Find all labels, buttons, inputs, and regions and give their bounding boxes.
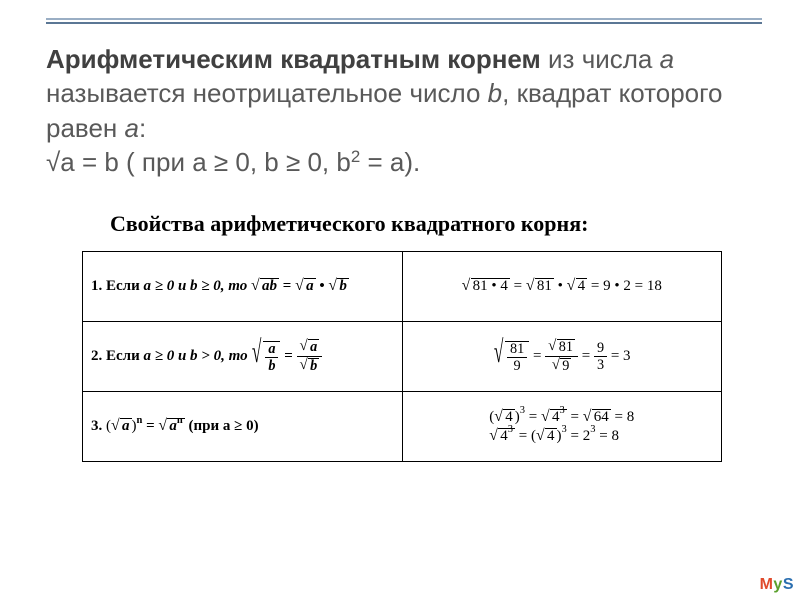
table-row: 3. (a)n = an (при a ≥ 0) (4)3 = 43 = 64 …	[83, 392, 722, 462]
rule-cell-2: 2. Если a ≥ 0 и b > 0, то ab = a b	[83, 322, 403, 392]
r3-post: (при a ≥ 0)	[189, 418, 259, 434]
e3a-mp: 3	[560, 405, 565, 416]
r3-rhs: a	[169, 418, 177, 434]
r3-eq: =	[146, 418, 158, 434]
e2-d: 9	[507, 357, 527, 373]
heading-sup: 2	[351, 147, 360, 166]
e3a-r: = 8	[611, 409, 634, 425]
e2-vn: 9	[594, 341, 607, 356]
e3b-in: 4	[500, 428, 508, 444]
e3a-v: 64	[592, 409, 611, 426]
r2-na: a	[268, 341, 275, 357]
e3b-b: 4	[545, 428, 557, 445]
heading-t1: из числа	[541, 44, 660, 74]
e2-vd: 3	[594, 356, 607, 372]
e2-n: 81	[507, 342, 527, 357]
r1-r1: a	[306, 278, 314, 294]
e1-full: 81 • 4	[471, 278, 510, 295]
e3a-b: 4	[503, 409, 515, 426]
table-row: 2. Если a ≥ 0 и b > 0, то ab = a b 819 =…	[83, 322, 722, 392]
r1-r2: b	[339, 278, 347, 294]
heading-a1: a	[660, 44, 674, 74]
r1-mid: =	[283, 278, 295, 294]
r2-db: b	[310, 358, 317, 374]
header-rule	[46, 18, 762, 24]
heading-line2-pre: √a = b ( при a ≥ 0, b ≥ 0, b	[46, 147, 351, 177]
rule-cell-3: 3. (a)n = an (при a ≥ 0)	[83, 392, 403, 462]
e2-rn: 81	[557, 339, 575, 355]
r2-nb: a	[310, 339, 317, 355]
r3-rhssup: n	[177, 415, 183, 426]
heading-strong: Арифметическим квадратным корнем	[46, 44, 541, 74]
e3a-m: 4	[552, 409, 560, 425]
r3-n: n	[137, 415, 143, 426]
e1-p2: 4	[576, 278, 588, 295]
slide-content: Арифметическим квадратным корнем из числ…	[46, 42, 762, 462]
r2-da: b	[268, 358, 275, 374]
r1-cond: a ≥ 0 и b ≥ 0, то	[143, 278, 251, 294]
rule-cell-1: 1. Если a ≥ 0 и b ≥ 0, то ab = a • b	[83, 252, 403, 322]
e1-p1: 81	[535, 278, 554, 295]
e3b-bp: 3	[562, 424, 567, 435]
e1-eq: =	[514, 278, 526, 294]
r1-lhs: ab	[262, 278, 277, 294]
e3b-vp: 3	[590, 424, 595, 435]
e1-dot: •	[558, 278, 567, 294]
e2-res: = 3	[611, 348, 631, 364]
r3-base: a	[122, 418, 130, 434]
r1-dot: •	[319, 278, 328, 294]
heading: Арифметическим квадратным корнем из числ…	[46, 42, 762, 179]
r2-cond: a ≥ 0 и b > 0, то	[143, 348, 251, 364]
properties-table: 1. Если a ≥ 0 и b ≥ 0, то ab = a • b 81 …	[82, 251, 722, 462]
watermark: MyS	[760, 576, 794, 594]
r2-pre: 2. Если	[91, 348, 143, 364]
heading-t2: называется неотрицательное число	[46, 78, 488, 108]
example-cell-3: (4)3 = 43 = 64 = 8 43 = (4)3 = 23 = 8	[402, 392, 722, 462]
e2-rd: 9	[560, 358, 571, 374]
r3-pre: 3.	[91, 418, 106, 434]
e3a-p: 3	[520, 405, 525, 416]
heading-t4: :	[139, 113, 146, 143]
e3b-r: = 8	[595, 428, 618, 444]
e1-tail: = 9 • 2 = 18	[591, 278, 662, 294]
e3b-ip: 3	[508, 424, 513, 435]
heading-b1: b	[488, 78, 502, 108]
table-row: 1. Если a ≥ 0 и b ≥ 0, то ab = a • b 81 …	[83, 252, 722, 322]
subheading: Свойства арифметического квадратного кор…	[110, 211, 762, 237]
heading-line2-post: = a).	[360, 147, 420, 177]
r1-pre: 1. Если	[91, 278, 143, 294]
example-cell-2: 819 = 81 9 = 93 = 3	[402, 322, 722, 392]
example-cell-1: 81 • 4 = 81 • 4 = 9 • 2 = 18	[402, 252, 722, 322]
heading-a2: a	[124, 113, 138, 143]
